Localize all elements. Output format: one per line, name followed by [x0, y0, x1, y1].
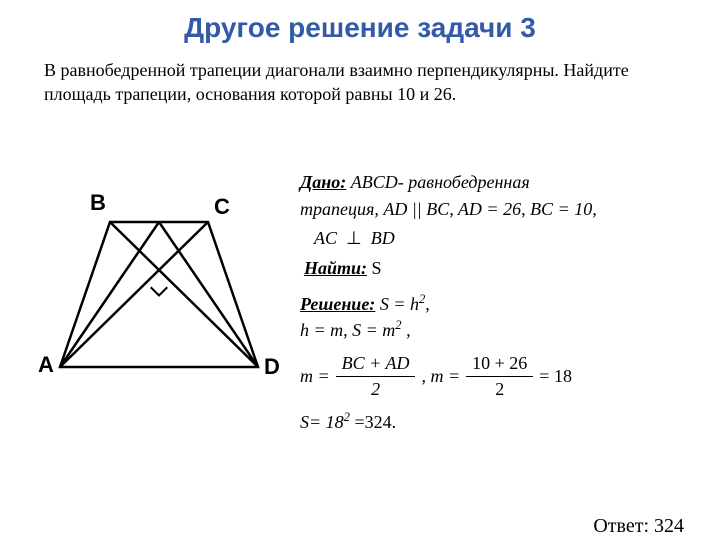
frac-right-den: 2 — [466, 377, 533, 402]
s-final-post: =324. — [350, 412, 396, 432]
trapezoid-figure: A B C D — [48, 192, 288, 402]
solution-block: Решение: S = h2, h = m, S = m2 , m = BC … — [300, 291, 700, 435]
solution-column: Дано: ABCD- равнобедренная трапеция, AD … — [300, 170, 700, 435]
given-line-2: трапеция, AD || BC, AD = 26, BC = 10, — [300, 197, 700, 222]
vertex-d: D — [264, 354, 280, 380]
solution-line-1: Решение: S = h2, — [300, 291, 700, 317]
frac-right: 10 + 26 2 — [466, 351, 533, 402]
trapezoid-svg — [48, 192, 288, 402]
given-line-1: Дано: ABCD- равнобедренная — [300, 170, 700, 195]
frac-right-num: 10 + 26 — [466, 351, 533, 377]
perp-bd: BD — [371, 228, 395, 248]
vertex-a: A — [38, 352, 54, 378]
given-text1: ABCD- равнобедренная — [351, 172, 530, 192]
vertex-b: B — [90, 190, 106, 216]
frac-left: BC + AD 2 — [336, 351, 416, 402]
s-result: S= 182 =324. — [300, 409, 700, 435]
perp-formula: AC ⊥ BD — [314, 226, 700, 251]
find-value: S — [372, 258, 382, 278]
frac-left-num: BC + AD — [336, 351, 416, 377]
frac-left-den: 2 — [336, 377, 416, 402]
answer-label: Ответ: — [593, 515, 649, 537]
m-result: 18 — [554, 366, 572, 386]
page-title: Другое решение задачи 3 — [0, 12, 720, 44]
find-label: Найти: — [304, 258, 367, 278]
eq1: S = h — [380, 294, 419, 314]
solution-line-2: h = m, S = m2 , — [300, 317, 700, 343]
perp-ac: AC — [314, 228, 337, 248]
problem-statement: В равнобедренной трапеции диагонали взаи… — [0, 58, 720, 107]
answer-value: 324 — [654, 515, 684, 537]
solution-label: Решение: — [300, 294, 375, 314]
vertex-c: C — [214, 194, 230, 220]
eq2: h = m, S = m — [300, 320, 395, 340]
given-label: Дано: — [300, 172, 346, 192]
m-formula: m = BC + AD 2 , m = 10 + 26 2 = 18 — [300, 351, 700, 402]
s-final-pre: S= 18 — [300, 412, 344, 432]
answer: Ответ: 324 — [593, 515, 684, 538]
find-line: Найти: S — [304, 256, 700, 281]
